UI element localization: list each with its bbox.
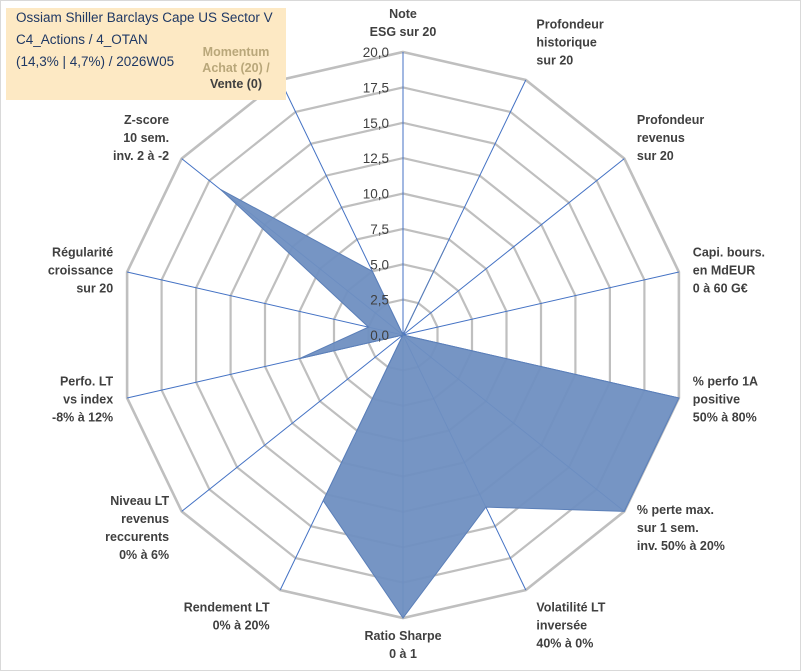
category-label-line: sur 1 sem. <box>637 521 699 535</box>
category-label-line: sur 20 <box>637 149 674 163</box>
category-label-line: 40% à 0% <box>536 636 593 650</box>
category-label: Capi. bours. en MdEUR 0 à 60 G€ <box>693 246 765 296</box>
fund-category: C4_Actions / 4_OTAN <box>16 32 148 47</box>
category-label-line: revenus <box>637 131 685 145</box>
category-label: % perfo 1A positive 50% à 80% <box>693 374 758 424</box>
category-label-line: 0% à 20% <box>213 618 270 632</box>
momentum-label-line2: Achat (20) / <box>202 61 270 75</box>
category-label-line: -8% à 12% <box>52 410 113 424</box>
tick-label: 7,5 <box>370 222 389 237</box>
category-label-line: inv. 2 à -2 <box>113 149 169 163</box>
category-label: Profondeur revenus sur 20 <box>637 113 704 163</box>
category-label-line: Perfo. LT <box>60 374 114 388</box>
radar-series <box>220 188 680 619</box>
category-label-line: positive <box>693 392 740 406</box>
category-label: Profondeur historique sur 20 <box>536 18 603 68</box>
momentum-label: Momentum Achat (20) / Vente (0) <box>196 44 276 92</box>
category-label-line: 0% à 6% <box>119 548 169 562</box>
category-label-line: ESG sur 20 <box>370 25 437 39</box>
category-label-line: 10 sem. <box>123 131 169 145</box>
tick-label: 15,0 <box>363 116 389 131</box>
category-label: Ratio Sharpe 0 à 1 <box>364 629 441 661</box>
tick-label: 2,5 <box>370 293 389 308</box>
tick-label: 17,5 <box>363 80 389 95</box>
category-label: % perte max. sur 1 sem. inv. 50% à 20% <box>637 503 725 553</box>
category-label-line: 0 à 60 G€ <box>693 282 748 296</box>
category-label-line: reccurents <box>105 530 169 544</box>
momentum-label-line3: Vente (0) <box>209 77 263 91</box>
category-label-line: Ratio Sharpe <box>364 629 441 643</box>
category-label-line: 50% à 80% <box>693 410 757 424</box>
category-label: Z-score 10 sem. inv. 2 à -2 <box>113 113 169 163</box>
category-label-line: revenus <box>121 512 169 526</box>
axis-spoke <box>181 334 404 512</box>
category-label-line: en MdEUR <box>693 264 756 278</box>
fund-stats: (14,3% | 4,7%) / 2026W05 <box>16 54 175 69</box>
category-label-line: Niveau LT <box>110 494 169 508</box>
category-label-line: vs index <box>63 392 113 406</box>
category-label-line: inv. 50% à 20% <box>637 539 725 553</box>
category-label-line: 0 à 1 <box>389 647 417 661</box>
category-label: Régularité croissance sur 20 <box>48 246 113 296</box>
tick-label: 0,0 <box>370 328 389 343</box>
category-label-line: % perfo 1A <box>693 374 758 388</box>
category-label: Volatilité LT inversée 40% à 0% <box>536 600 605 650</box>
axis-spoke <box>402 158 625 336</box>
momentum-label-line1: Momentum <box>202 45 270 59</box>
tick-label: 5,0 <box>370 257 389 272</box>
category-label-line: Profondeur <box>536 18 603 32</box>
category-label-line: sur 20 <box>76 282 113 296</box>
axis-spoke <box>402 271 680 336</box>
tick-label: 20,0 <box>363 45 389 60</box>
category-label-line: Régularité <box>52 246 113 260</box>
axis-spoke <box>126 271 404 336</box>
category-label-line: % perte max. <box>637 503 714 517</box>
category-label-line: Capi. bours. <box>693 246 765 260</box>
category-label-line: historique <box>536 36 596 50</box>
radar-tick-labels: 0,0 2,5 5,0 7,5 10,0 12,5 15,0 17,5 20,0 <box>363 45 389 343</box>
category-label: Rendement LT 0% à 20% <box>184 600 270 632</box>
category-label-line: Profondeur <box>637 113 704 127</box>
series-area <box>220 188 680 619</box>
category-label-line: Z-score <box>124 113 169 127</box>
category-label: Note ESG sur 20 <box>370 7 437 39</box>
category-label: Niveau LT revenus reccurents 0% à 6% <box>105 494 169 562</box>
category-label: Perfo. LT vs index -8% à 12% <box>52 374 114 424</box>
fund-name: Ossiam Shiller Barclays Cape US Sector V <box>16 10 273 25</box>
tick-label: 10,0 <box>363 187 389 202</box>
category-label-line: croissance <box>48 264 113 278</box>
category-label-line: Note <box>389 7 417 21</box>
category-label-line: Volatilité LT <box>536 600 605 614</box>
radar-category-labels: Note ESG sur 20 Profondeur historique sur 20… <box>48 7 765 661</box>
title-box: Ossiam Shiller Barclays Cape US Sector V… <box>6 8 286 100</box>
category-label-line: Rendement LT <box>184 600 270 614</box>
category-label-line: sur 20 <box>536 54 573 68</box>
tick-label: 12,5 <box>363 151 389 166</box>
category-label-line: inversée <box>536 618 587 632</box>
